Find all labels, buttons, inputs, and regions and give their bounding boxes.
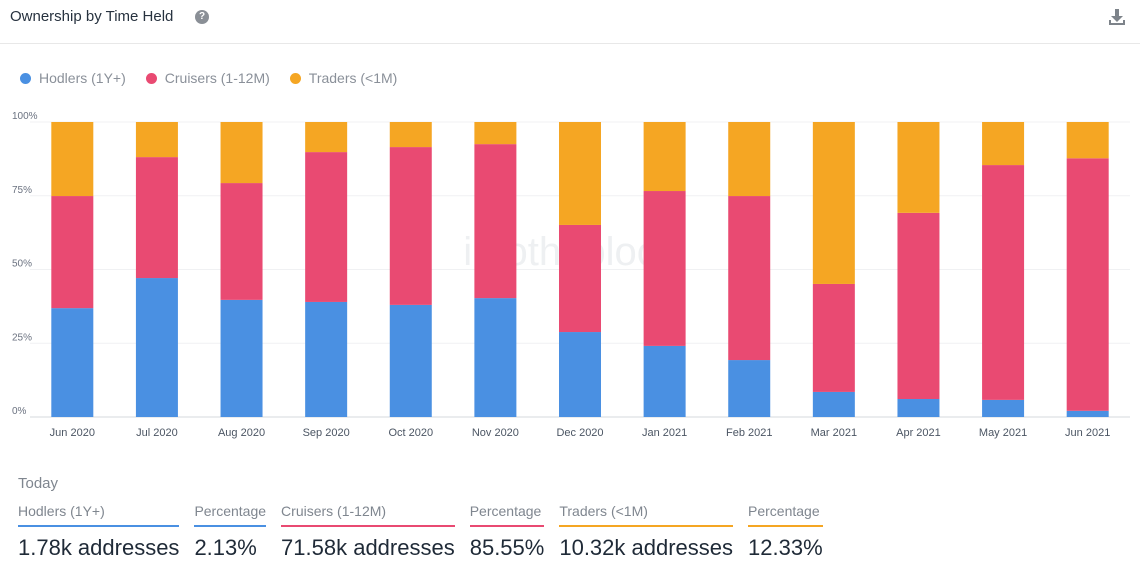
x-tick-label: Jul 2020	[136, 427, 178, 439]
chart-header: Ownership by Time Held ?	[0, 0, 1140, 44]
stat-value: 10.32k addresses	[559, 535, 734, 560]
bar-segment[interactable]	[305, 122, 348, 153]
y-tick-label: 50%	[12, 259, 32, 270]
x-tick-label: May 2021	[979, 427, 1027, 439]
y-tick-label: 75%	[12, 185, 32, 196]
stat-value: 1.78k addresses	[18, 535, 180, 560]
x-tick-label: Oct 2020	[388, 427, 433, 439]
bar-segment[interactable]	[220, 299, 263, 417]
chart-title: Ownership by Time Held	[10, 8, 174, 25]
stat-item: Cruisers (1-12M) 71.58k addresses	[281, 503, 455, 561]
stat-label: Percentage	[469, 503, 545, 527]
legend-dot	[145, 72, 157, 84]
stat-value: 12.33%	[748, 535, 823, 560]
bar-segment[interactable]	[51, 122, 94, 197]
bar-segment[interactable]	[51, 196, 94, 309]
bar-segment[interactable]	[305, 152, 348, 302]
question-circle-icon[interactable]: ?	[195, 10, 209, 24]
bar-segment[interactable]	[728, 360, 771, 417]
legend-item[interactable]: Hodlers (1Y+)	[20, 70, 126, 86]
bar-segment[interactable]	[474, 298, 517, 417]
today-stats: Hodlers (1Y+) 1.78k addresses Percentage 2.…	[18, 503, 823, 561]
legend-label: Cruisers (1-12M)	[164, 70, 270, 86]
bar-segment[interactable]	[643, 191, 686, 346]
bar-segment[interactable]	[728, 196, 771, 361]
stat-label: Cruisers (1-12M)	[281, 503, 455, 527]
bar-segment[interactable]	[305, 301, 348, 417]
today-label: Today	[18, 475, 59, 492]
bar-segment[interactable]	[559, 332, 601, 417]
legend-dot	[289, 72, 301, 84]
stat-item: Hodlers (1Y+) 1.78k addresses	[18, 503, 180, 561]
bar-segment[interactable]	[1066, 122, 1109, 159]
bar-segment[interactable]	[51, 308, 94, 417]
bar-segment[interactable]	[812, 391, 855, 417]
y-tick-label: 25%	[12, 332, 32, 343]
download-icon[interactable]	[1108, 8, 1126, 26]
bar-segment[interactable]	[389, 122, 432, 148]
x-tick-label: Sep 2020	[303, 427, 350, 439]
bar-segment[interactable]	[643, 122, 686, 192]
chart-legend: Hodlers (1Y+) Cruisers (1-12M) Traders (<1…	[20, 70, 397, 86]
stat-item: Percentage 85.55%	[469, 503, 545, 561]
bar-segment[interactable]	[135, 278, 178, 417]
legend-item[interactable]: Cruisers (1-12M)	[145, 70, 270, 86]
bar-segment[interactable]	[559, 122, 601, 225]
legend-label: Hodlers (1Y+)	[39, 70, 126, 86]
bar-segment[interactable]	[1066, 158, 1109, 411]
stat-value: 2.13%	[194, 535, 257, 560]
stat-label: Hodlers (1Y+)	[18, 503, 180, 527]
bar-segment[interactable]	[389, 304, 432, 417]
bar-segment[interactable]	[220, 122, 263, 184]
bar-segment[interactable]	[897, 122, 940, 213]
stat-item: Traders (<1M) 10.32k addresses	[559, 503, 734, 561]
bar-segment[interactable]	[982, 399, 1025, 417]
bar-segment[interactable]	[559, 224, 601, 333]
x-tick-label: Dec 2020	[556, 427, 603, 439]
bar-segment[interactable]	[982, 122, 1025, 166]
stat-item: Percentage 12.33%	[748, 503, 823, 561]
bar-segment[interactable]	[474, 144, 517, 299]
bar-segment[interactable]	[389, 147, 432, 305]
stat-label: Percentage	[748, 503, 823, 527]
bar-segment[interactable]	[897, 212, 940, 400]
stat-item: Percentage 2.13%	[194, 503, 267, 561]
bar-segment[interactable]	[812, 283, 855, 392]
x-tick-label: Jun 2021	[1065, 427, 1110, 439]
bar-segment[interactable]	[897, 399, 940, 417]
bar-segment[interactable]	[728, 122, 771, 197]
stat-value: 85.55%	[469, 535, 545, 560]
stat-label: Traders (<1M)	[559, 503, 734, 527]
legend-label: Traders (<1M)	[308, 70, 398, 86]
x-tick-label: Mar 2021	[811, 427, 857, 439]
bar-segment[interactable]	[1066, 410, 1109, 417]
bar-segment[interactable]	[135, 122, 178, 158]
y-tick-label: 0%	[12, 406, 27, 417]
bar-segment[interactable]	[982, 165, 1025, 400]
x-tick-label: Aug 2020	[218, 427, 265, 439]
x-tick-label: Nov 2020	[472, 427, 519, 439]
x-tick-label: Apr 2021	[896, 427, 941, 439]
x-tick-label: Feb 2021	[726, 427, 772, 439]
bar-segment[interactable]	[135, 157, 178, 279]
x-tick-label: Jun 2020	[50, 427, 95, 439]
x-tick-label: Jan 2021	[642, 427, 687, 439]
bar-segment[interactable]	[220, 183, 263, 300]
bar-segment[interactable]	[643, 345, 686, 417]
stat-label: Percentage	[194, 503, 267, 527]
legend-item[interactable]: Traders (<1M)	[289, 70, 398, 86]
bar-segment[interactable]	[812, 122, 855, 284]
stat-value: 71.58k addresses	[281, 535, 455, 560]
y-tick-label: 100%	[12, 111, 38, 122]
legend-dot	[20, 72, 31, 84]
bar-segment[interactable]	[474, 122, 517, 145]
